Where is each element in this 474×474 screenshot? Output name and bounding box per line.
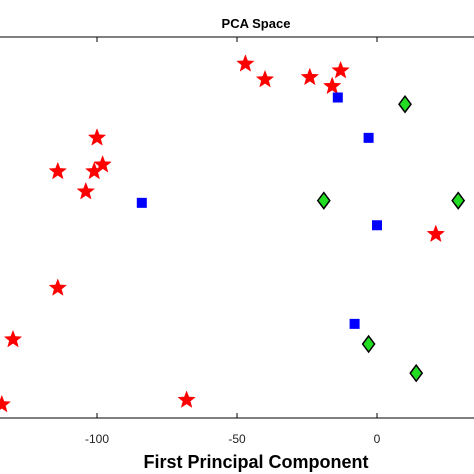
star-point <box>426 224 446 243</box>
x-tick-label: 0 <box>374 432 381 446</box>
diamond-point <box>316 191 331 210</box>
x-axis: -100 -50 0 <box>85 37 381 446</box>
star-point <box>84 161 104 180</box>
star-point <box>255 69 275 88</box>
diamond-point <box>398 94 412 114</box>
data-points <box>0 54 466 413</box>
star-point <box>0 394 12 413</box>
star-point <box>48 278 68 296</box>
star-point <box>87 128 107 146</box>
star-point <box>48 161 68 180</box>
star-point <box>322 76 342 95</box>
square-point <box>349 318 360 329</box>
square-point <box>332 92 343 103</box>
star-point <box>331 60 350 79</box>
x-axis-label: First Principal Component <box>143 452 368 472</box>
star-point <box>76 181 96 200</box>
star-point <box>177 390 196 408</box>
x-tick-label: -50 <box>228 432 246 446</box>
square-point <box>363 132 374 143</box>
diamond-point <box>409 363 424 383</box>
plot-area <box>0 36 474 419</box>
diamond-point <box>361 334 376 354</box>
x-tick-label: -100 <box>85 432 109 446</box>
square-point <box>136 197 147 208</box>
star-point <box>236 54 255 72</box>
square-point <box>372 220 382 231</box>
diamond-point <box>451 191 466 210</box>
chart-title: PCA Space <box>222 16 291 31</box>
star-point <box>3 329 23 348</box>
star-point <box>300 67 320 86</box>
